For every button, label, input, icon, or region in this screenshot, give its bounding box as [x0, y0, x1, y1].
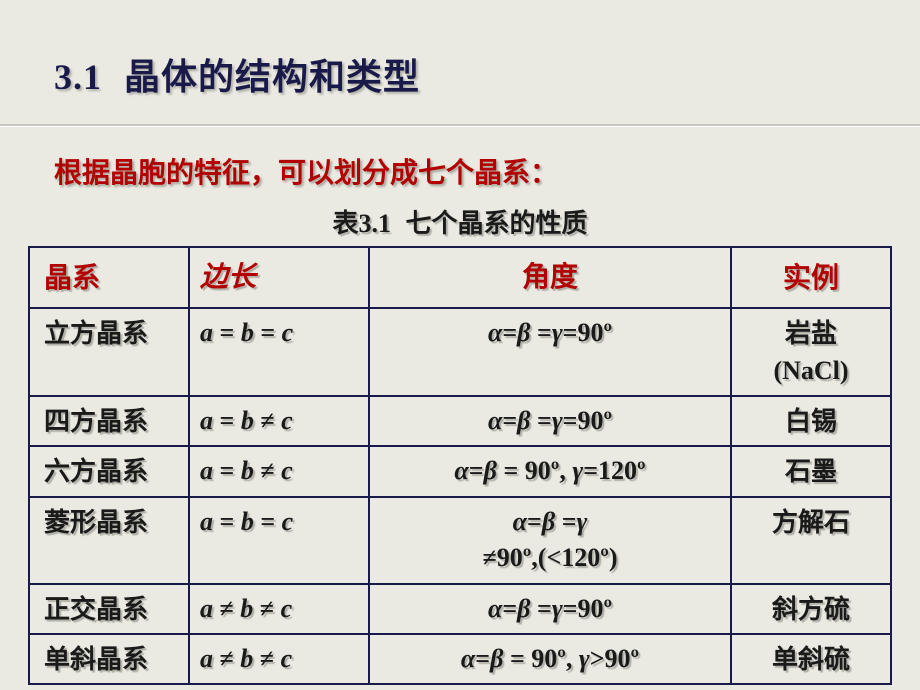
cell-angle: α=β =γ≠90º,(<120º): [369, 497, 731, 584]
header-system: 晶系: [29, 247, 189, 308]
cell-angle: α=β = 90º, γ>90º: [369, 634, 731, 684]
cell-angle: α=β = 90º, γ=120º: [369, 446, 731, 496]
cell-angle: α=β =γ=90º: [369, 308, 731, 396]
cell-example: 白锡: [731, 396, 891, 446]
cell-example: 斜方硫: [731, 584, 891, 634]
cell-edge: a ≠ b ≠ c: [189, 584, 369, 634]
cell-system: 四方晶系: [29, 396, 189, 446]
cell-example: 石墨: [731, 446, 891, 496]
header-angle: 角度: [369, 247, 731, 308]
table-row: 单斜晶系a ≠ b ≠ cα=β = 90º, γ>90º单斜硫: [29, 634, 891, 684]
cell-system: 六方晶系: [29, 446, 189, 496]
cell-edge: a = b ≠ c: [189, 396, 369, 446]
cell-example: 岩盐(NaCl): [731, 308, 891, 396]
table-row: 四方晶系a = b ≠ cα=β =γ=90º白锡: [29, 396, 891, 446]
table-row: 菱形晶系a = b = cα=β =γ≠90º,(<120º)方解石: [29, 497, 891, 584]
table-container: 晶系 边长 角度 实例 立方晶系a = b = cα=β =γ=90º岩盐(Na…: [0, 246, 920, 685]
header-example: 实例: [731, 247, 891, 308]
cell-edge: a = b ≠ c: [189, 446, 369, 496]
table-row: 正交晶系a ≠ b ≠ cα=β =γ=90º斜方硫: [29, 584, 891, 634]
cell-edge: a ≠ b ≠ c: [189, 634, 369, 684]
cell-edge: a = b = c: [189, 497, 369, 584]
table-row: 六方晶系a = b ≠ cα=β = 90º, γ=120º石墨: [29, 446, 891, 496]
table-row: 立方晶系a = b = cα=β =γ=90º岩盐(NaCl): [29, 308, 891, 396]
table-header-row: 晶系 边长 角度 实例: [29, 247, 891, 308]
table-caption: 表3.1 七个晶系的性质: [0, 199, 920, 246]
cell-system: 正交晶系: [29, 584, 189, 634]
cell-angle: α=β =γ=90º: [369, 396, 731, 446]
caption-number: 表3.1: [333, 209, 392, 238]
caption-text: 七个晶系的性质: [405, 208, 587, 238]
title-number: 3.1: [54, 57, 102, 97]
page-title: 3.1 晶体的结构和类型: [0, 0, 920, 124]
crystal-systems-table: 晶系 边长 角度 实例 立方晶系a = b = cα=β =γ=90º岩盐(Na…: [28, 246, 892, 685]
cell-system: 菱形晶系: [29, 497, 189, 584]
cell-angle: α=β =γ=90º: [369, 584, 731, 634]
cell-system: 单斜晶系: [29, 634, 189, 684]
title-text: 晶体的结构和类型: [124, 56, 420, 97]
cell-edge: a = b = c: [189, 308, 369, 396]
table-body: 立方晶系a = b = cα=β =γ=90º岩盐(NaCl)四方晶系a = b…: [29, 308, 891, 684]
subtitle: 根据晶胞的特征，可以划分成七个晶系：: [0, 127, 920, 199]
cell-example: 单斜硫: [731, 634, 891, 684]
cell-example: 方解石: [731, 497, 891, 584]
header-edge: 边长: [189, 247, 369, 308]
cell-system: 立方晶系: [29, 308, 189, 396]
